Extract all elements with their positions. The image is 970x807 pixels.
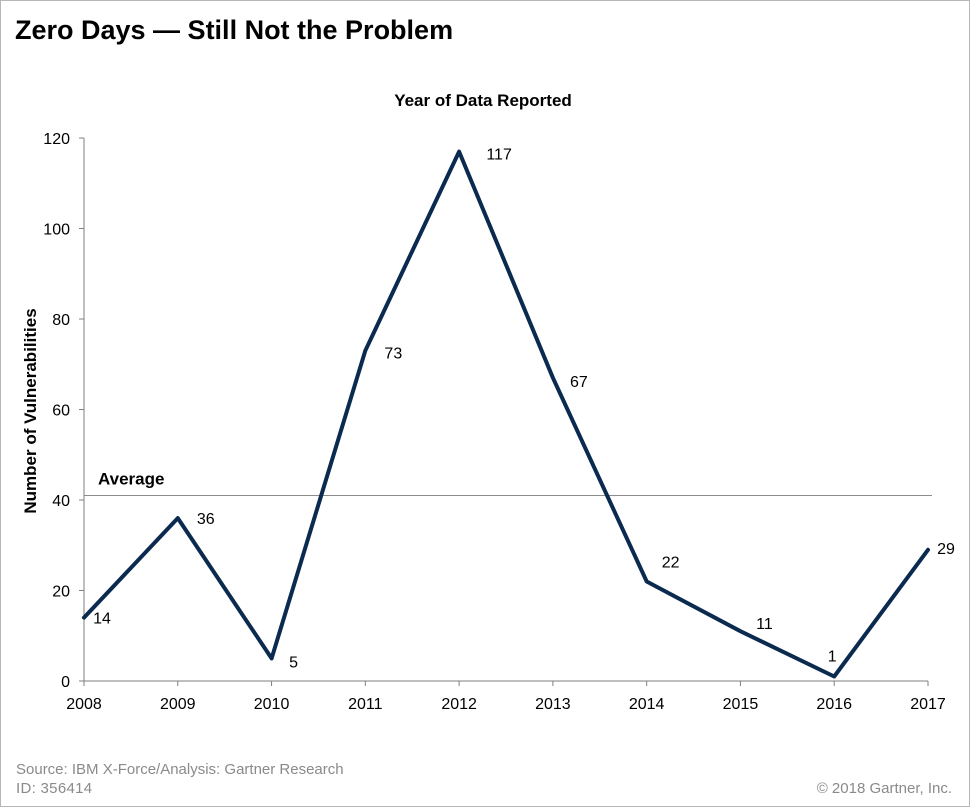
page-title: Zero Days — Still Not the Problem bbox=[15, 15, 454, 45]
y-tick-label: 100 bbox=[43, 222, 70, 239]
data-label: 117 bbox=[486, 147, 512, 164]
x-tick-label: 2008 bbox=[66, 696, 102, 713]
x-tick-label: 2009 bbox=[160, 696, 196, 713]
x-tick-label: 2017 bbox=[910, 696, 946, 713]
line-chart: Year of Data Reported Number of Vulnerab… bbox=[21, 91, 955, 713]
series-line bbox=[82, 149, 930, 679]
data-label: 1 bbox=[828, 648, 837, 665]
y-tick-label: 20 bbox=[52, 584, 70, 601]
data-label: 22 bbox=[662, 554, 680, 571]
x-tick-label: 2013 bbox=[535, 696, 571, 713]
data-label: 29 bbox=[937, 541, 955, 558]
average-label: Average bbox=[98, 469, 164, 488]
y-tick-label: 60 bbox=[52, 403, 70, 420]
x-tick-label: 2015 bbox=[723, 696, 759, 713]
data-label: 5 bbox=[289, 654, 298, 671]
y-tick-label: 0 bbox=[61, 674, 70, 691]
y-tick-label: 40 bbox=[52, 493, 70, 510]
y-tick-label: 80 bbox=[52, 312, 70, 329]
data-label: 11 bbox=[756, 616, 773, 633]
x-tick-label: 2011 bbox=[348, 696, 383, 713]
series-polyline bbox=[82, 149, 930, 679]
data-label: 73 bbox=[384, 346, 402, 363]
x-tick-label: 2010 bbox=[254, 696, 290, 713]
axes: 0 20 40 60 80 100 120 2008 2009 2010 2011 2012 2013 2… bbox=[43, 131, 946, 713]
source-note: Source: IBM X-Force/Analysis: Gartner Re… bbox=[16, 761, 344, 778]
average-reference: Average bbox=[84, 469, 932, 496]
data-label: 67 bbox=[570, 374, 588, 391]
data-label: 36 bbox=[197, 511, 215, 528]
x-tick-label: 2016 bbox=[816, 696, 852, 713]
x-tick-label: 2014 bbox=[629, 696, 665, 713]
document-id: ID: 356414 bbox=[16, 780, 93, 797]
y-axis-label: Number of Vulnerabilities bbox=[21, 308, 40, 513]
copyright-notice: © 2018 Gartner, Inc. bbox=[816, 780, 952, 797]
chart-title: Year of Data Reported bbox=[394, 91, 572, 110]
x-tick-label: 2012 bbox=[441, 696, 477, 713]
y-tick-label: 120 bbox=[43, 131, 70, 148]
data-label: 14 bbox=[93, 611, 111, 628]
